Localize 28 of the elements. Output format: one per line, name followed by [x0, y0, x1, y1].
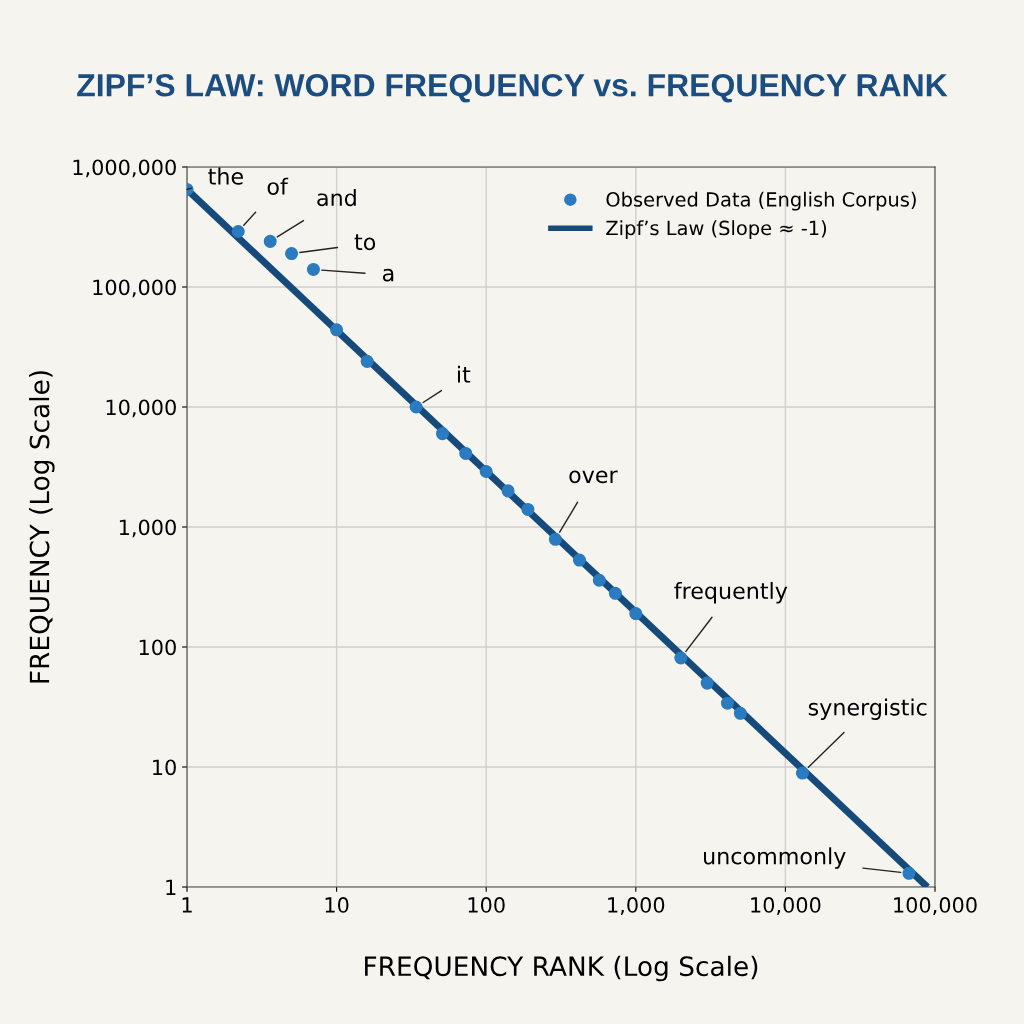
annotation: frequently	[674, 581, 788, 604]
x-tick-label: 100	[468, 897, 505, 913]
annotation: the	[208, 167, 243, 185]
annotation: and	[317, 188, 356, 207]
y-tick-label: 10	[153, 759, 176, 776]
annotation: a	[382, 268, 394, 282]
x-tick-label: 10	[325, 897, 349, 913]
y-axis-title: FREQUENCY (Log Scale)	[29, 371, 55, 683]
x-tick-label: 100,000	[894, 897, 977, 915]
legend-label: Zipf’s Law (Slope ≈ -1)	[606, 220, 827, 240]
x-tick-label: 1	[182, 897, 192, 913]
legend-label: Observed Data (English Corpus)	[606, 191, 916, 211]
chart-title: ZIPF’S LAW: WORD FREQUENCY vs. FREQUENCY RANK	[77, 73, 948, 103]
x-tick-label: 10,000	[751, 897, 821, 915]
annotation: to	[354, 234, 376, 251]
y-tick-label: 100,000	[93, 279, 176, 298]
x-tick-label: 1,000	[608, 897, 665, 915]
y-tick-label: 1,000	[119, 519, 176, 538]
y-tick-label: 10,000	[106, 399, 176, 418]
x-axis-title: FREQUENCY RANK (Log Scale)	[365, 955, 758, 982]
annotation: over	[569, 470, 618, 484]
annotation: synergistic	[808, 698, 927, 720]
annotation: it	[457, 365, 471, 383]
annotation: uncommonly	[704, 847, 846, 869]
y-tick-label: 100	[139, 639, 176, 656]
y-tick-label: 1,000,000	[73, 159, 176, 178]
y-tick-label: 1	[166, 879, 176, 895]
annotation: of	[267, 177, 289, 195]
